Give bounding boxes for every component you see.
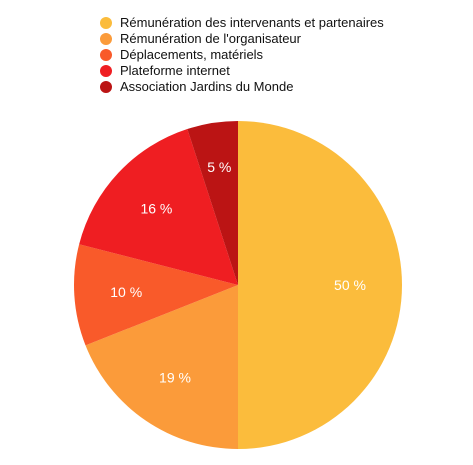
slice-label-association: 5 % (207, 159, 231, 175)
legend-item-plateforme: Plateforme internet (100, 63, 384, 79)
legend-label-association: Association Jardins du Monde (120, 79, 294, 94)
legend-item-deplacements: Déplacements, matériels (100, 47, 384, 63)
chart-legend: Rémunération des intervenants et partena… (100, 15, 384, 95)
legend-item-organisateur: Rémunération de l'organisateur (100, 31, 384, 47)
legend-swatch-deplacements (100, 49, 112, 61)
slice-label-plateforme: 16 % (140, 200, 172, 216)
legend-swatch-intervenants (100, 17, 112, 29)
legend-swatch-association (100, 81, 112, 93)
slice-label-deplacements: 10 % (110, 284, 142, 300)
legend-item-intervenants: Rémunération des intervenants et partena… (100, 15, 384, 31)
pie-slice-organisateur (85, 285, 239, 449)
pie-slice-association (187, 121, 238, 285)
legend-label-deplacements: Déplacements, matériels (120, 47, 264, 62)
legend-swatch-organisateur (100, 33, 112, 45)
legend-label-organisateur: Rémunération de l'organisateur (120, 31, 301, 46)
legend-label-intervenants: Rémunération des intervenants et partena… (120, 15, 384, 30)
pie-slice-deplacements (73, 244, 238, 346)
pie-slice-plateforme (79, 129, 239, 285)
legend-label-plateforme: Plateforme internet (120, 63, 230, 78)
slice-label-organisateur: 19 % (159, 370, 191, 386)
legend-item-association: Association Jardins du Monde (100, 79, 384, 95)
pie-slice-intervenants (238, 121, 402, 449)
legend-swatch-plateforme (100, 65, 112, 77)
slice-label-intervenants: 50 % (334, 277, 366, 293)
